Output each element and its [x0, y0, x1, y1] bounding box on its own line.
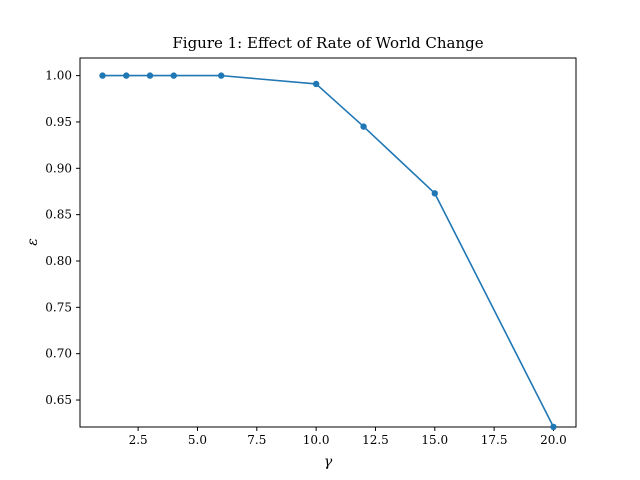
y-tick-label: 0.90 [45, 161, 72, 175]
x-axis-label: γ [324, 454, 333, 470]
y-tick-label: 0.80 [45, 254, 72, 268]
y-axis-label: ε [25, 238, 41, 246]
data-point [431, 190, 438, 197]
data-point [170, 72, 177, 79]
data-point [99, 72, 106, 79]
data-point [360, 123, 367, 130]
x-tick-label: 2.5 [129, 433, 148, 447]
y-tick-label: 0.65 [45, 393, 72, 407]
x-tick-label: 15.0 [421, 433, 448, 447]
data-point [312, 80, 320, 88]
x-tick-label: 7.5 [247, 433, 266, 447]
y-tick-label: 0.70 [45, 347, 72, 361]
x-axis: 2.5 5.0 7.5 10.0 12.5 15.0 17.5 20.0 [129, 427, 567, 447]
x-tick-label: 10.0 [303, 433, 330, 447]
chart-title: Figure 1: Effect of Rate of World Change [172, 34, 483, 52]
data-point [550, 423, 557, 431]
data-point [218, 72, 225, 79]
series-line [102, 74, 555, 428]
x-tick-label: 17.5 [481, 433, 508, 447]
y-tick-label: 0.75 [45, 300, 72, 314]
y-tick-label: 0.95 [45, 115, 72, 129]
y-tick-label: 0.85 [45, 208, 72, 222]
data-point [146, 72, 154, 79]
x-tick-label: 5.0 [188, 433, 207, 447]
y-axis: 0.65 0.70 0.75 0.80 0.85 0.90 0.95 1.00 [45, 69, 80, 407]
x-tick-label: 20.0 [540, 433, 567, 447]
plot-area [79, 57, 577, 428]
series-layer [99, 72, 557, 431]
x-tick-label: 12.5 [362, 433, 389, 447]
y-tick-label: 1.00 [45, 69, 72, 83]
data-point [123, 72, 130, 79]
